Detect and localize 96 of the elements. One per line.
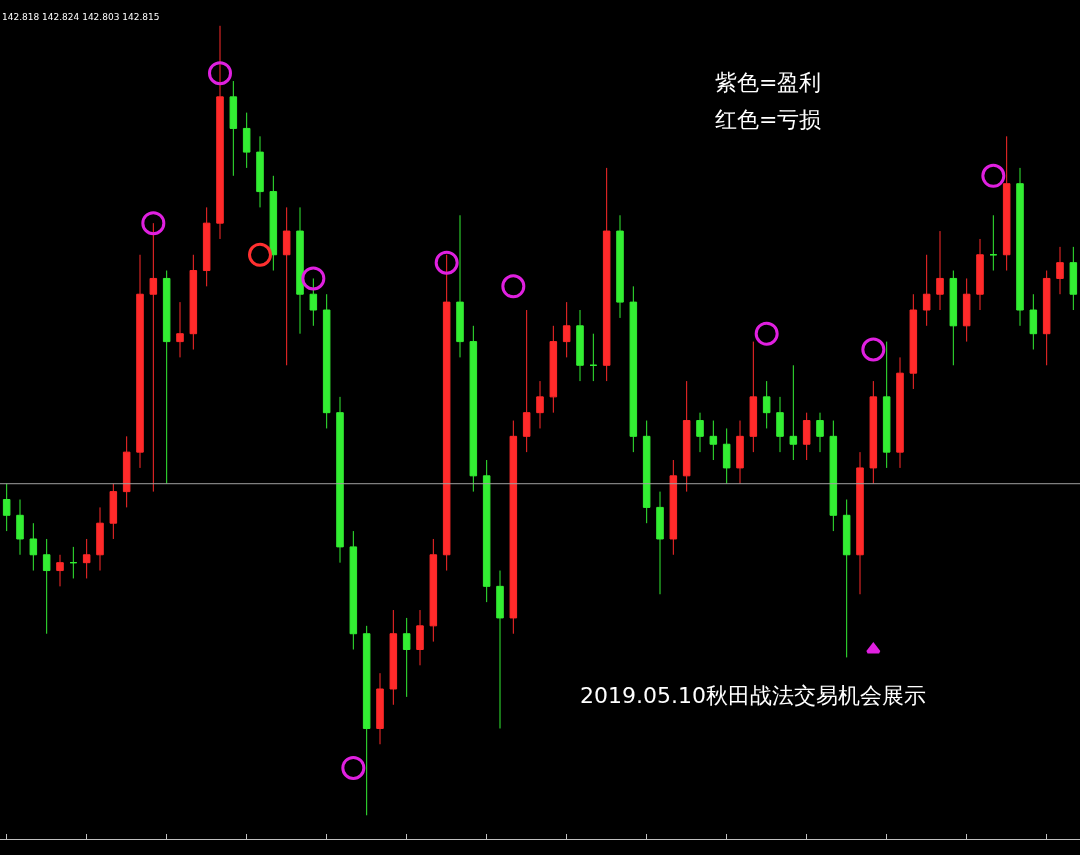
point — [981, 163, 1006, 188]
candlestick — [149, 222, 158, 493]
candlestick — [136, 254, 144, 469]
candlestick — [376, 672, 384, 745]
candlestick — [816, 412, 824, 453]
candlestick — [442, 254, 451, 572]
candlestick — [229, 80, 238, 177]
candlestick — [69, 546, 78, 579]
candlestick — [656, 491, 664, 595]
candlestick — [669, 459, 678, 556]
candlestick — [682, 380, 691, 493]
candlestick — [922, 254, 931, 327]
text: 142.818 142.824 142.803 142.815 — [2, 12, 160, 22]
candlestick — [1042, 270, 1051, 366]
candlestick — [362, 625, 371, 816]
candlestick — [256, 135, 264, 208]
candlestick — [336, 396, 344, 564]
candlestick — [589, 333, 598, 382]
point — [301, 266, 326, 291]
candlestick — [176, 301, 184, 358]
candlestick — [829, 420, 838, 532]
candlestick — [496, 570, 504, 729]
candlestick — [856, 451, 864, 595]
point — [141, 211, 166, 236]
point — [341, 755, 366, 780]
candlestick — [1016, 167, 1024, 327]
candlestick — [416, 609, 424, 666]
candlestick — [562, 301, 571, 358]
candlestick — [549, 325, 558, 414]
candlestick — [456, 214, 464, 358]
annotation: 2019.05.10秋田战法交易机会展示 — [580, 683, 926, 708]
candlestick — [122, 435, 131, 508]
point — [866, 643, 881, 654]
candlestick — [896, 356, 904, 469]
candlestick — [482, 459, 491, 603]
candlestick — [789, 364, 798, 461]
candlestick — [696, 412, 704, 453]
candlestick — [242, 112, 251, 169]
annotation: 红色=亏损 — [715, 107, 822, 132]
candlestick — [736, 420, 744, 485]
candlestick — [936, 230, 944, 311]
candlestick — [189, 254, 198, 350]
candlestick — [96, 506, 104, 572]
candlestick — [469, 325, 478, 493]
point — [754, 321, 779, 346]
candlestick — [976, 238, 984, 311]
candlestick — [762, 380, 771, 429]
candlestick — [82, 538, 91, 579]
candlestick — [322, 293, 331, 429]
candlestick — [402, 617, 411, 698]
candlestick — [842, 499, 851, 658]
candlestick — [162, 270, 171, 485]
point — [501, 274, 526, 299]
candlestick — [1069, 246, 1078, 311]
point — [861, 337, 886, 362]
candlestick — [722, 427, 731, 485]
candlestick — [109, 483, 118, 540]
candlestick — [309, 277, 318, 327]
annotation: 紫色=盈利 — [715, 70, 822, 95]
candlestick — [709, 420, 718, 461]
candlestick — [576, 309, 584, 382]
candlestick — [909, 293, 918, 390]
candlestick — [202, 206, 211, 287]
candlestick — [749, 341, 758, 453]
candlestick — [776, 396, 784, 453]
point — [208, 61, 232, 86]
candlestick — [29, 522, 38, 572]
candlestick — [1029, 293, 1038, 350]
candlestick — [869, 380, 878, 485]
point — [434, 250, 459, 275]
candlestick — [1056, 246, 1064, 295]
candlestick — [56, 554, 64, 587]
candlestick — [509, 420, 518, 635]
point — [248, 242, 272, 267]
candlestick — [269, 175, 278, 272]
candlestick — [296, 206, 304, 335]
candlestick — [882, 341, 891, 469]
candlestick — [2, 483, 11, 532]
candlestick — [429, 538, 438, 643]
candlestick — [802, 412, 811, 461]
candlestick — [282, 206, 291, 366]
candlestick — [536, 380, 544, 429]
candlestick — [602, 167, 611, 382]
candlestick — [389, 609, 398, 706]
candlestick — [1002, 135, 1011, 272]
candlestick — [989, 214, 998, 272]
candlestick — [616, 214, 624, 319]
candlestick — [629, 285, 638, 453]
candlestick — [522, 309, 531, 453]
candlestick — [949, 270, 958, 366]
candlestick — [216, 25, 224, 240]
candlestick — [642, 420, 651, 524]
candlestick — [16, 499, 24, 556]
candlestick — [42, 538, 51, 635]
candlestick — [349, 530, 358, 651]
candlestick — [962, 277, 971, 343]
